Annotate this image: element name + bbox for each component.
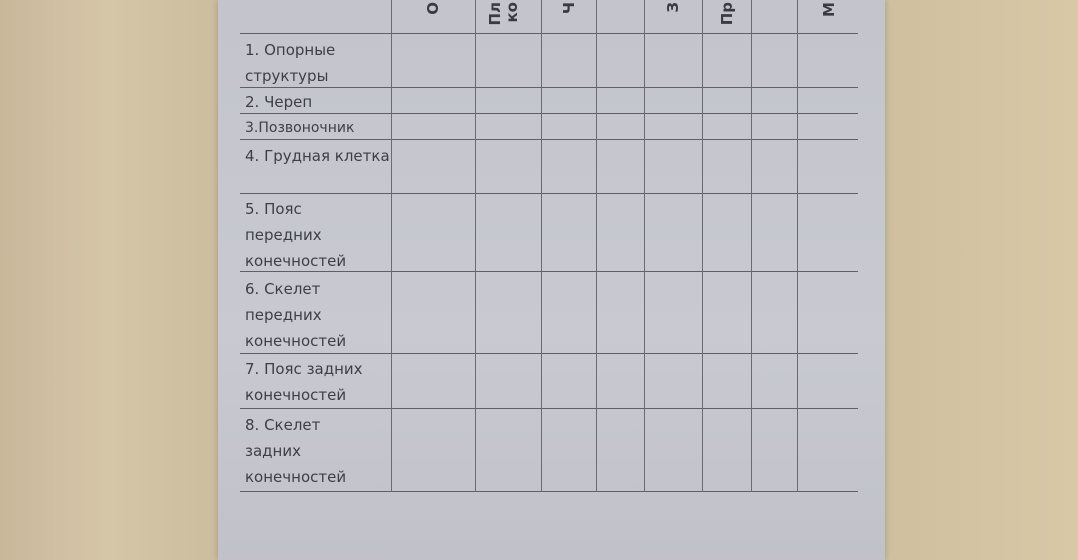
paper-sheet <box>218 0 885 560</box>
row-divider <box>240 87 858 88</box>
column-header: О <box>424 2 442 15</box>
column-divider <box>391 0 392 492</box>
row-divider <box>240 491 858 492</box>
row-divider <box>240 113 858 114</box>
row-divider <box>240 193 858 194</box>
column-header: Ч <box>560 2 578 15</box>
header-divider <box>240 33 858 34</box>
column-divider <box>475 0 476 492</box>
row-label: 7. Пояс задних конечностей <box>245 360 363 404</box>
row-divider <box>240 353 858 354</box>
column-header: Пр <box>718 2 736 26</box>
column-header: З <box>664 2 682 13</box>
column-divider <box>541 0 542 492</box>
row-label: 6. Скелет передних конечностей <box>245 280 347 350</box>
row-divider <box>240 271 858 272</box>
column-header: Пл <box>486 2 504 26</box>
column-divider <box>596 0 597 492</box>
row-divider <box>240 139 858 140</box>
row-label: 2. Череп <box>245 93 313 111</box>
column-divider <box>797 0 798 492</box>
row-divider <box>240 408 858 409</box>
column-header: ко <box>503 2 521 23</box>
column-divider <box>702 0 703 492</box>
column-header: М <box>820 2 838 17</box>
row-label: 3.Позвоночник <box>245 120 355 136</box>
row-label: 5. Пояс передних конечностей <box>245 200 347 270</box>
column-divider <box>644 0 645 492</box>
row-label: 1. Опорные структуры <box>245 41 336 85</box>
row-label: 4. Грудная клетка <box>245 147 390 165</box>
row-label: 8. Скелет задних конечностей <box>245 416 347 486</box>
column-divider <box>751 0 752 492</box>
